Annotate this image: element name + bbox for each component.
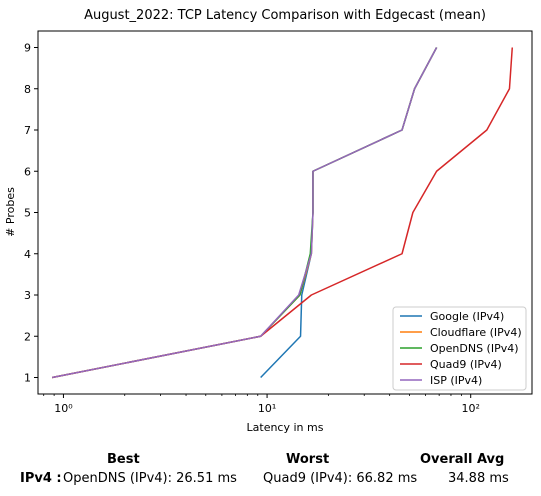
x-tick-label: 10¹ [258, 402, 276, 415]
legend-label: OpenDNS (IPv4) [430, 342, 519, 355]
y-tick-label: 8 [24, 83, 31, 96]
summary-table: Best Worst Overall Avg IPv4 : OpenDNS (I… [0, 448, 541, 496]
y-tick-label: 7 [24, 124, 31, 137]
series-line-isp-ipv4 [51, 47, 438, 379]
y-tick-label: 1 [24, 372, 31, 385]
series-line-cloudflare-ipv4 [51, 47, 438, 379]
series-line-quad9-ipv4 [51, 47, 514, 379]
legend: Google (IPv4) Cloudflare (IPv4) OpenDNS (I… [392, 306, 527, 391]
overall-avg-header: Overall Avg [420, 452, 505, 467]
ipv4-row-label: IPv4 : [20, 471, 62, 486]
series-layer [51, 47, 514, 379]
best-header: Best [107, 452, 140, 467]
worst-header: Worst [286, 452, 330, 467]
overall-avg-value: 34.88 ms [448, 471, 509, 486]
y-tick-label: 4 [24, 248, 31, 261]
series-line-opendns-ipv4 [51, 47, 438, 379]
x-axis-label: Latency in ms [247, 421, 324, 434]
x-tick-label: 10⁰ [54, 402, 73, 415]
x-tick-label: 10² [461, 402, 479, 415]
chart-title: August_2022: TCP Latency Comparison with… [84, 8, 486, 23]
worst-value: Quad9 (IPv4): 66.82 ms [263, 471, 418, 486]
y-tick-label: 5 [24, 207, 31, 220]
y-tick-label: 9 [24, 42, 31, 55]
legend-label: Quad9 (IPv4) [430, 358, 502, 371]
y-tick-label: 6 [24, 165, 31, 178]
y-axis-label: # Probes [4, 187, 17, 237]
y-tick-label: 3 [24, 289, 31, 302]
x-axis: 10⁰ 10¹ 10² [43, 394, 480, 415]
legend-frame [392, 306, 527, 391]
y-tick-label: 2 [24, 330, 31, 343]
legend-label: Google (IPv4) [430, 310, 504, 323]
legend-label: Cloudflare (IPv4) [430, 326, 522, 339]
best-value: OpenDNS (IPv4): 26.51 ms [63, 471, 237, 486]
legend-label: ISP (IPv4) [430, 374, 482, 387]
y-axis: 1 2 3 4 5 6 7 8 9 [24, 42, 38, 385]
latency-chart: August_2022: TCP Latency Comparison with… [4, 8, 533, 434]
